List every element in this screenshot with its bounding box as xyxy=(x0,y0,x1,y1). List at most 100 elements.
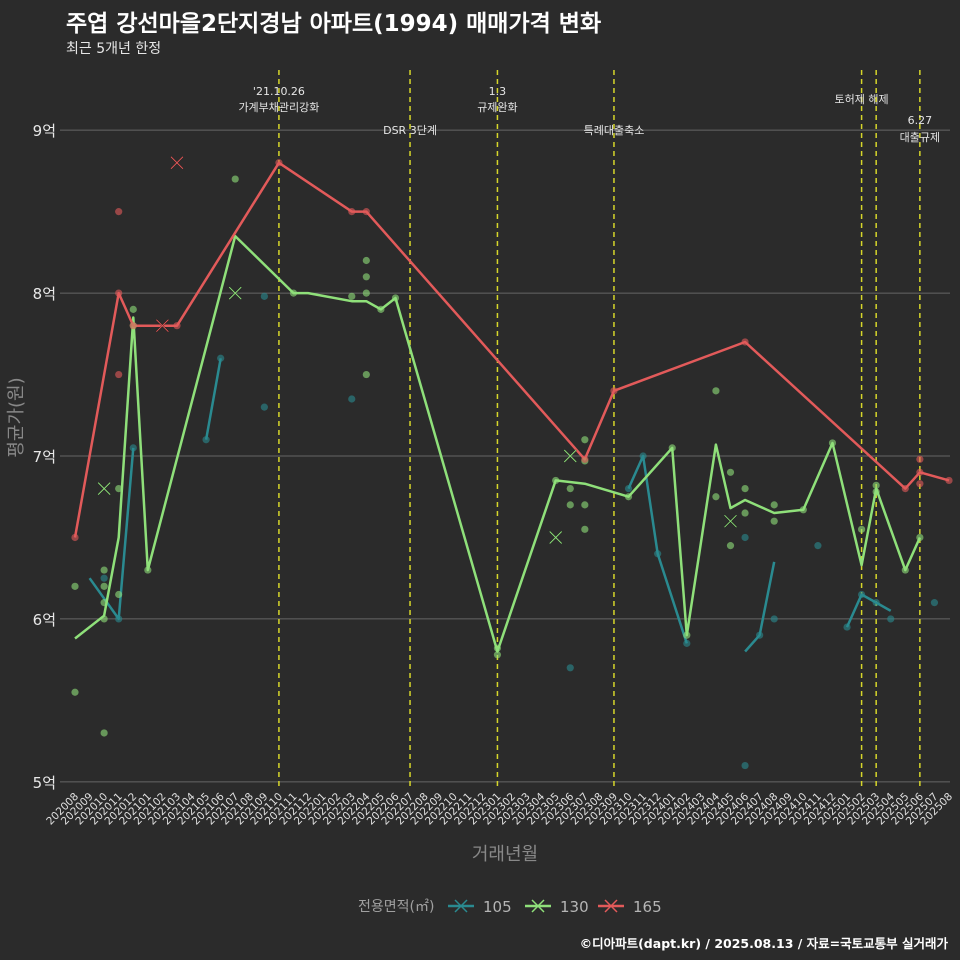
point-105 xyxy=(115,615,123,623)
legend: 전용면적(㎡) 105 130 165 xyxy=(358,898,662,916)
y-tick-label: 5억 xyxy=(33,774,56,792)
point-165 xyxy=(275,159,283,167)
point-130 xyxy=(872,481,880,489)
point-165 xyxy=(916,455,924,463)
point-130 xyxy=(71,688,79,696)
point-130 xyxy=(552,476,560,485)
point-105 xyxy=(872,599,880,607)
point-165 xyxy=(916,480,924,488)
point-165 xyxy=(581,455,589,463)
point-130 xyxy=(581,436,589,444)
y-axis-title: 평균가(원) xyxy=(6,377,27,457)
point-105 xyxy=(756,631,764,639)
y-tick-label: 8억 xyxy=(33,285,56,303)
legend-key-cross xyxy=(531,899,545,913)
event-label: '21.10.26 xyxy=(253,85,305,98)
point-130 xyxy=(231,175,239,183)
point-105 xyxy=(654,550,662,558)
point-130 xyxy=(566,484,574,493)
point-165 xyxy=(348,208,356,216)
event-label: 6.27 xyxy=(908,114,933,127)
series-line-130 xyxy=(74,234,922,653)
point-105 xyxy=(624,484,633,493)
cancelled-mark-130 xyxy=(97,482,111,496)
legend-key-cross xyxy=(454,899,468,913)
point-130 xyxy=(115,484,123,493)
point-130 xyxy=(362,289,370,297)
event-label: 가계부채관리강화 xyxy=(238,101,319,114)
legend-item-165: 165 xyxy=(598,898,662,916)
point-130 xyxy=(916,533,924,542)
point-130 xyxy=(770,517,778,525)
source-caption: ©디아파트(dapt.kr) / 2025.08.13 / 자료=국토교통부 실… xyxy=(579,936,948,951)
point-105 xyxy=(858,590,866,599)
point-165 xyxy=(362,208,370,216)
point-165 xyxy=(741,338,749,346)
point-105 xyxy=(129,444,137,452)
point-105 xyxy=(887,615,895,623)
point-105 xyxy=(843,623,851,631)
y-tick-label: 7억 xyxy=(33,448,56,466)
point-130 xyxy=(71,582,79,590)
event-label: 토허제 해제 xyxy=(835,92,889,106)
point-105 xyxy=(260,292,268,300)
cancelled-mark-130 xyxy=(549,530,563,545)
series-line-105 xyxy=(204,358,222,440)
point-165 xyxy=(901,484,909,493)
point-130 xyxy=(115,590,123,599)
event-label: 특례대출축소 xyxy=(584,124,645,137)
point-130 xyxy=(858,525,866,533)
point-165 xyxy=(115,370,123,379)
point-165 xyxy=(115,289,123,297)
cancelled-mark-130 xyxy=(723,514,738,528)
point-105 xyxy=(770,615,778,623)
point-165 xyxy=(945,476,953,485)
point-130 xyxy=(100,582,108,590)
point-105 xyxy=(260,403,268,411)
grid-layer xyxy=(60,129,950,783)
chart-subtitle: 최근 5개년 한정 xyxy=(66,41,162,57)
point-130 xyxy=(100,566,108,574)
legend-label: 105 xyxy=(483,898,512,916)
legend-title: 전용면적(㎡) xyxy=(358,899,434,915)
event-label: 규제완화 xyxy=(477,101,517,114)
legend-item-130: 130 xyxy=(525,898,589,916)
point-130 xyxy=(741,484,749,493)
point-130 xyxy=(566,501,574,509)
point-130 xyxy=(100,599,108,607)
legend-key-cross xyxy=(604,899,618,913)
point-130 xyxy=(581,501,589,509)
point-165 xyxy=(916,468,924,476)
point-130 xyxy=(726,542,735,550)
y-tick-label: 6억 xyxy=(33,611,56,629)
point-130 xyxy=(799,506,807,514)
legend-label: 165 xyxy=(633,898,662,916)
point-130 xyxy=(624,493,633,501)
point-130 xyxy=(144,566,152,574)
cancelled-mark-165 xyxy=(155,319,169,333)
cancelled-mark-165 xyxy=(170,156,184,170)
y-tick-label: 9억 xyxy=(33,122,56,140)
point-130 xyxy=(362,273,370,281)
legend-label: 130 xyxy=(560,898,589,916)
point-105 xyxy=(566,664,574,672)
point-130 xyxy=(828,439,837,447)
point-130 xyxy=(493,651,502,659)
point-165 xyxy=(610,387,618,395)
event-label: 대출규제 xyxy=(900,131,940,144)
point-105 xyxy=(741,761,749,770)
point-130 xyxy=(726,468,735,476)
point-105 xyxy=(639,452,647,460)
point-105 xyxy=(814,542,822,550)
point-105 xyxy=(100,574,108,582)
point-105 xyxy=(683,639,691,647)
point-130 xyxy=(377,305,385,313)
point-130 xyxy=(348,292,356,300)
point-130 xyxy=(668,444,676,452)
point-165 xyxy=(173,322,181,330)
point-165 xyxy=(71,533,79,542)
point-130 xyxy=(100,615,108,623)
point-130 xyxy=(289,289,298,297)
axis-labels: 5억6억7억8억9억202008202009202010202011202012… xyxy=(6,122,955,865)
